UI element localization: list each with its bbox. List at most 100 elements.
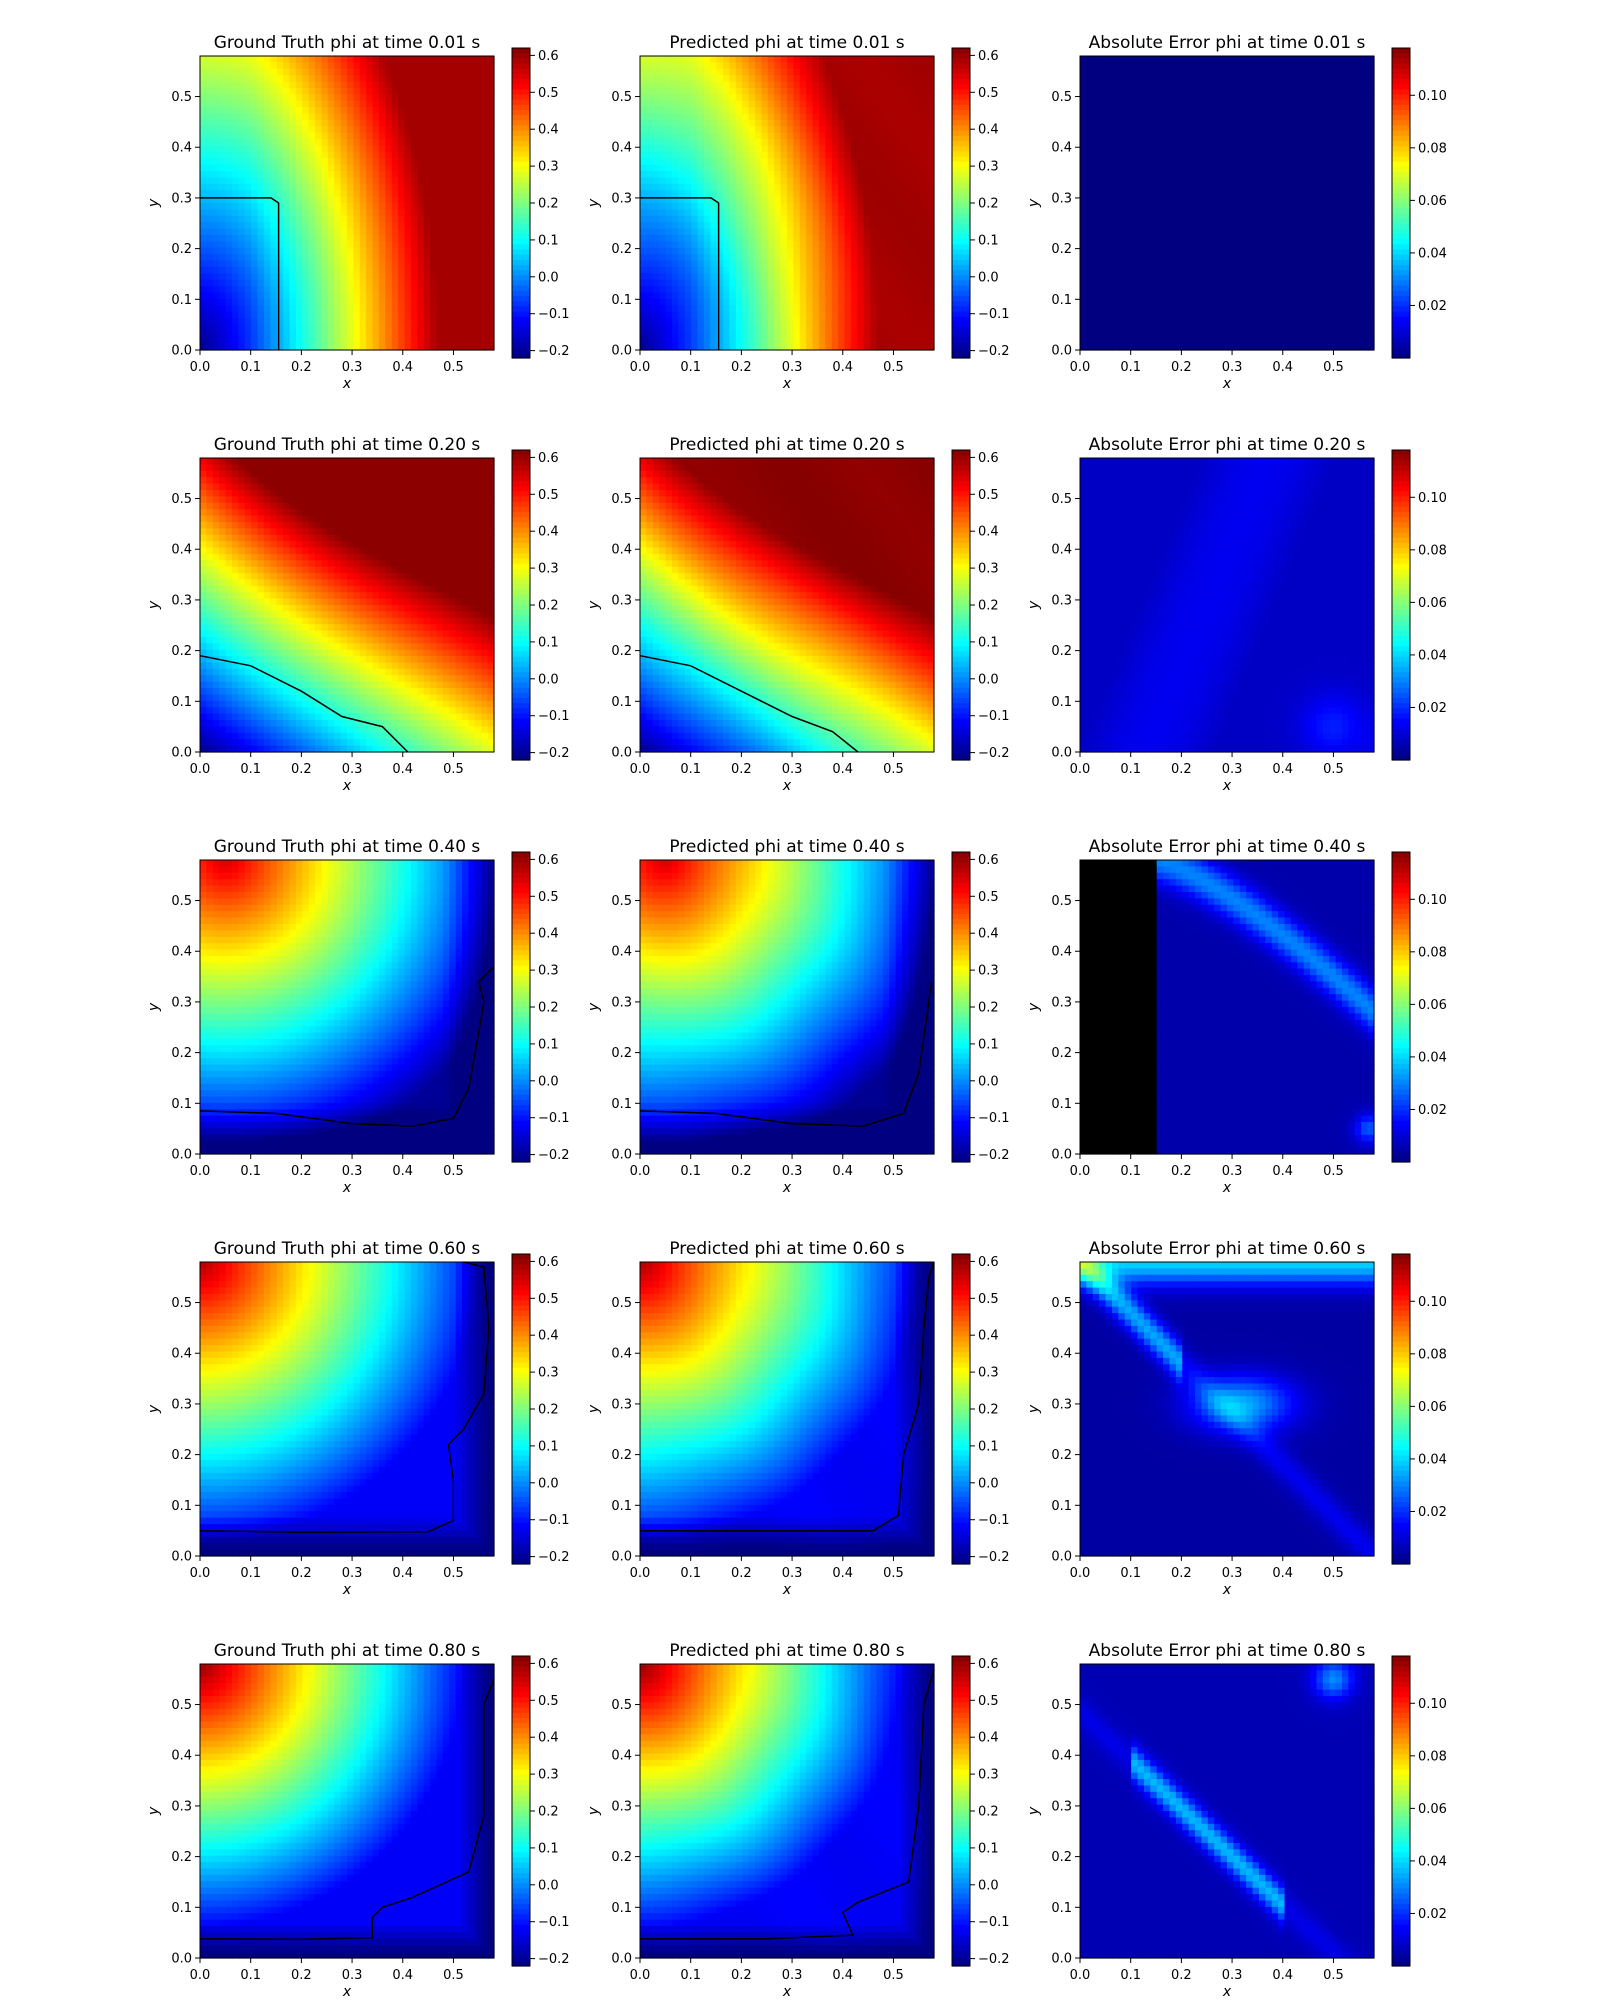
heatmap-cell [379, 56, 386, 63]
heatmap-cell [385, 286, 392, 293]
heatmap-cell [443, 216, 450, 223]
heatmap-cell [813, 312, 820, 319]
heatmap-cell [774, 75, 781, 82]
heatmap-cell [761, 331, 768, 338]
heatmap-cell [851, 254, 858, 261]
heatmap-cell [851, 88, 858, 95]
heatmap-cell [678, 94, 685, 101]
heatmap-cell [462, 229, 469, 236]
heatmap-cell [813, 318, 820, 325]
heatmap-cell [468, 158, 475, 165]
heatmap-cell [723, 292, 730, 299]
heatmap-cell [736, 165, 743, 172]
heatmap-cell [787, 248, 794, 255]
heatmap-cell [468, 75, 475, 82]
heatmap-cell [915, 337, 922, 344]
heatmap-cell [761, 107, 768, 114]
heatmap-cell [896, 229, 903, 236]
heatmap-cell [1086, 75, 1093, 82]
heatmap-cell [283, 254, 290, 261]
heatmap-cell [857, 120, 864, 127]
heatmap-cell [646, 324, 653, 331]
heatmap-cell [723, 82, 730, 89]
heatmap-cell [238, 222, 245, 229]
heatmap-cell [417, 292, 424, 299]
heatmap-cell [456, 324, 463, 331]
heatmap-cell [481, 101, 488, 108]
heatmap-cell [309, 56, 316, 63]
heatmap-cell [921, 171, 928, 178]
heatmap-cell [334, 273, 341, 280]
heatmap-cell [302, 101, 309, 108]
heatmap-cell [296, 235, 303, 242]
heatmap-cell [379, 94, 386, 101]
heatmap-cell [742, 126, 749, 133]
heatmap-cell [302, 241, 309, 248]
heatmap-cell [864, 337, 871, 344]
heatmap-cell [398, 184, 405, 191]
heatmap-cell [315, 292, 322, 299]
heatmap-cell [219, 126, 226, 133]
heatmap-cell [915, 280, 922, 287]
heatmap-cell [436, 324, 443, 331]
heatmap-cell [666, 120, 673, 127]
heatmap-cell [742, 312, 749, 319]
heatmap-cell [710, 75, 717, 82]
heatmap-cell [366, 305, 373, 312]
heatmap-cell [755, 337, 762, 344]
heatmap-cell [430, 248, 437, 255]
heatmap-cell [334, 216, 341, 223]
heatmap-cell [691, 184, 698, 191]
colorbar-step [952, 203, 970, 209]
heatmap-cell [392, 190, 399, 197]
heatmap-cell [774, 209, 781, 216]
heatmap-cell [685, 299, 692, 306]
heatmap-cell [347, 165, 354, 172]
heatmap-cell [328, 184, 335, 191]
heatmap-cell [749, 88, 756, 95]
heatmap-cell [704, 273, 711, 280]
heatmap-cell [283, 235, 290, 242]
heatmap-cell [813, 254, 820, 261]
heatmap-cell [462, 241, 469, 248]
heatmap-cell [468, 312, 475, 319]
heatmap-cell [729, 235, 736, 242]
heatmap-cell [723, 114, 730, 121]
heatmap-cell [341, 241, 348, 248]
heatmap-cell [226, 101, 233, 108]
heatmap-cell [838, 101, 845, 108]
heatmap-cell [883, 229, 890, 236]
heatmap-cell [870, 229, 877, 236]
heatmap-cell [206, 273, 213, 280]
heatmap-cell [277, 171, 284, 178]
heatmap-cell [238, 286, 245, 293]
heatmap-cell [315, 82, 322, 89]
heatmap-cell [908, 312, 915, 319]
heatmap-cell [1086, 126, 1093, 133]
heatmap-cell [347, 75, 354, 82]
heatmap-cell [347, 145, 354, 152]
heatmap-cell [347, 261, 354, 268]
heatmap-cell [883, 203, 890, 210]
heatmap-cell [462, 299, 469, 306]
heatmap-cell [449, 158, 456, 165]
heatmap-cell [704, 229, 711, 236]
heatmap-cell [283, 197, 290, 204]
x-tick-label: 0.3 [342, 360, 363, 375]
heatmap-cell [424, 88, 431, 95]
heatmap-cell [398, 280, 405, 287]
heatmap-cell [736, 101, 743, 108]
heatmap-cell [392, 75, 399, 82]
heatmap-cell [468, 184, 475, 191]
heatmap-cell [213, 267, 220, 274]
heatmap-cell [742, 216, 749, 223]
heatmap-cell [475, 312, 482, 319]
heatmap-cell [341, 248, 348, 255]
heatmap-cell [251, 248, 258, 255]
heatmap-cell [723, 126, 730, 133]
heatmap-cell [653, 312, 660, 319]
heatmap-cell [889, 139, 896, 146]
heatmap-cell [685, 312, 692, 319]
heatmap-cell [838, 248, 845, 255]
heatmap-cell [481, 331, 488, 338]
